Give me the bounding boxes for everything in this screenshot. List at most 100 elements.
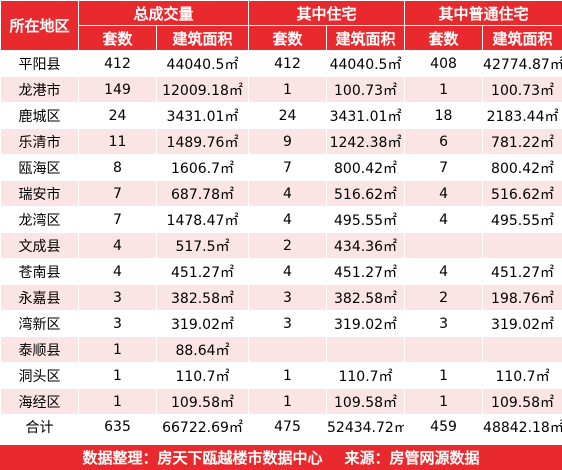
total-area-cell: 451.27㎡ [155,258,250,285]
total-area-cell: 12009.18㎡ [155,76,250,103]
region-cell: 苍南县 [0,258,79,285]
region-cell: 瓯海区 [0,154,79,181]
residential-area-cell: 495.55㎡ [326,206,406,233]
ordinary-count-cell: 4 [404,180,484,207]
total-count-cell: 7 [78,180,157,207]
residential-count-cell: 3 [248,310,328,337]
table-row: 苍南县 4 451.27㎡ 4 451.27㎡ 4 451.27㎡ [0,258,562,285]
region-cell: 湾新区 [0,310,79,337]
group-header-ordinary-residential: 其中普通住宅 [404,0,562,26]
region-cell: 平阳县 [0,50,79,77]
table-row: 泰顺县 1 88.64㎡ [0,336,562,363]
table-row: 洞头区 1 110.7㎡ 1 110.7㎡ 1 110.7㎡ [0,362,562,389]
total-area-cell: 3431.01㎡ [155,102,250,129]
ordinary-area-cell: 2183.44㎡ [482,102,562,129]
total-count-cell: 4 [78,232,157,259]
subheader-area: 建筑面积 [155,25,250,51]
ordinary-count-cell: 3 [404,310,484,337]
total-count: 635 [78,414,157,440]
total-label: 合计 [0,414,79,440]
source-note: 来源：房管网源数据 [344,449,480,467]
residential-area-cell: 516.62㎡ [326,180,406,207]
residential-count-cell: 1 [248,76,328,103]
total-count-cell: 149 [78,76,157,103]
total-area-cell: 44040.5㎡ [155,50,250,77]
total-area-cell: 88.64㎡ [155,336,250,363]
residential-count-cell: 4 [248,180,328,207]
residential-count-cell: 4 [248,206,328,233]
residential-count-cell: 24 [248,102,328,129]
table-row: 鹿城区 24 3431.01㎡ 24 3431.01㎡ 18 2183.44㎡ [0,102,562,129]
ordinary-count-cell: 408 [404,50,484,77]
region-cell: 洞头区 [0,362,79,389]
table-row: 平阳县 412 44040.5㎡ 412 44040.5㎡ 408 42774.87㎡ [0,50,562,77]
region-cell: 鹿城区 [0,102,79,129]
ordinary-area-cell: 110.7㎡ [482,362,562,389]
residential-area-cell: 800.42㎡ [326,154,406,181]
residential-count-cell: 3 [248,284,328,311]
total-count-cell: 1 [78,362,157,389]
ordinary-area-cell: 781.22㎡ [482,128,562,155]
ordinary-area-cell: 495.55㎡ [482,206,562,233]
table-body: 平阳县 412 44040.5㎡ 412 44040.5㎡ 408 42774.87㎡ 龙港市… [0,50,562,415]
residential-area-cell: 319.02㎡ [326,310,406,337]
source-footer: 数据整理：房天下瓯越楼市数据中心 来源：房管网源数据 [0,445,562,470]
total-area-cell: 382.58㎡ [155,284,250,311]
total-count-cell: 1 [78,336,157,363]
residential-count-cell: 7 [248,154,328,181]
table-row: 瑞安市 7 687.78㎡ 4 516.62㎡ 4 516.62㎡ [0,180,562,207]
total-row: 合计 635 66722.69㎡ 475 52434.72㎡ 459 48842… [0,414,562,440]
table-row: 永嘉县 3 382.58㎡ 3 382.58㎡ 2 198.76㎡ [0,284,562,311]
table-row: 龙湾区 7 1478.47㎡ 4 495.55㎡ 4 495.55㎡ [0,206,562,233]
subheader-area: 建筑面积 [326,25,406,51]
total-count-cell: 1 [78,388,157,415]
ordinary-count-cell: 1 [404,362,484,389]
total-count-cell: 4 [78,258,157,285]
ordinary-area-cell [482,336,562,363]
region-cell: 泰顺县 [0,336,79,363]
ordinary-count-cell: 7 [404,154,484,181]
residential-count-cell: 1 [248,388,328,415]
residential-count-cell: 4 [248,258,328,285]
residential-area-cell: 1242.38㎡ [326,128,406,155]
table-row: 文成县 4 517.5㎡ 2 434.36㎡ [0,232,562,259]
compiler-note: 数据整理：房天下瓯越楼市数据中心 [82,449,323,467]
total-area-cell: 110.7㎡ [155,362,250,389]
residential-area-cell: 44040.5㎡ [326,50,406,77]
region-cell: 龙湾区 [0,206,79,233]
total-ordinary-area: 48842.18㎡ [482,414,562,440]
region-cell: 文成县 [0,232,79,259]
total-ordinary-count: 459 [404,414,484,440]
table-row: 海经区 1 109.58㎡ 1 109.58㎡ 1 109.58㎡ [0,388,562,415]
total-residential-area: 52434.72㎡ [326,414,406,440]
residential-area-cell: 434.36㎡ [326,232,406,259]
transaction-table: 所在地区 总成交量 其中住宅 其中普通住宅 套数 建筑面积 套数 建筑面积 套数… [0,0,562,440]
region-cell: 龙港市 [0,76,79,103]
total-count-cell: 11 [78,128,157,155]
region-cell: 乐清市 [0,128,79,155]
total-area-cell: 517.5㎡ [155,232,250,259]
ordinary-area-cell: 42774.87㎡ [482,50,562,77]
subheader-count: 套数 [78,25,157,51]
residential-area-cell: 451.27㎡ [326,258,406,285]
ordinary-area-cell: 800.42㎡ [482,154,562,181]
ordinary-count-cell: 2 [404,284,484,311]
table-row: 乐清市 11 1489.76㎡ 9 1242.38㎡ 6 781.22㎡ [0,128,562,155]
ordinary-area-cell: 319.02㎡ [482,310,562,337]
total-count-cell: 3 [78,310,157,337]
ordinary-count-cell: 1 [404,76,484,103]
residential-count-cell: 2 [248,232,328,259]
ordinary-area-cell [482,232,562,259]
total-area-cell: 1606.7㎡ [155,154,250,181]
ordinary-count-cell [404,232,484,259]
ordinary-area-cell: 451.27㎡ [482,258,562,285]
subheader-count: 套数 [248,25,328,51]
total-count-cell: 3 [78,284,157,311]
residential-count-cell: 1 [248,362,328,389]
region-cell: 永嘉县 [0,284,79,311]
ordinary-count-cell [404,336,484,363]
total-count-cell: 7 [78,206,157,233]
region-cell: 海经区 [0,388,79,415]
residential-area-cell: 110.7㎡ [326,362,406,389]
